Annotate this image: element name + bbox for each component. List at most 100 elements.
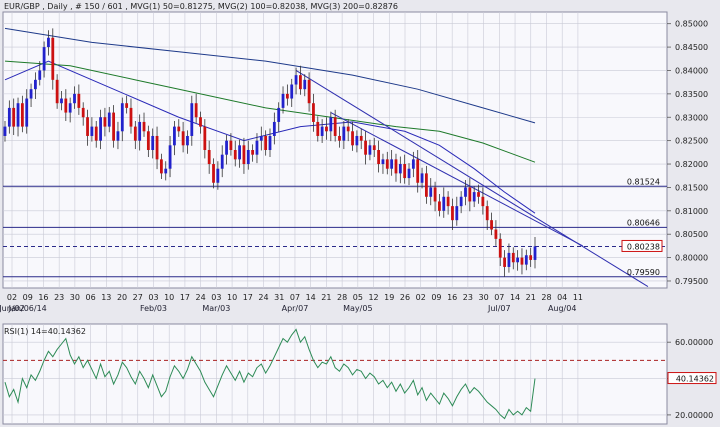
candle-body (81, 107, 85, 118)
candle-body (190, 103, 194, 136)
candle-body (133, 126, 137, 141)
date-tick-label: 04 (557, 293, 567, 302)
candle-body (477, 192, 480, 197)
candle-body (481, 196, 485, 207)
date-tick-label: 31 (274, 293, 284, 302)
candle-body (490, 220, 493, 230)
candle-body (385, 159, 389, 169)
price-tick-label: 0.81500 (675, 183, 708, 192)
candle-body (251, 150, 255, 155)
candle-body (86, 117, 89, 136)
ma200-line (4, 27, 536, 124)
candle-body (38, 70, 42, 80)
rsi-tick-label: 20.00000 (675, 411, 713, 420)
date-tick-label: 12 (368, 293, 378, 302)
candle-body (212, 164, 215, 183)
candle-body (164, 168, 168, 174)
candle-body (55, 79, 59, 104)
candle-body (259, 135, 263, 141)
candle-body (299, 75, 302, 90)
price-tick-label: 0.81000 (675, 207, 708, 216)
date-tick-label: 24 (258, 293, 268, 302)
date-tick-label: 24 (196, 293, 206, 302)
candle-body (503, 257, 506, 267)
candle-body (338, 135, 341, 141)
candle-body (446, 196, 450, 207)
candle-body (177, 126, 181, 132)
trendline (295, 70, 649, 288)
candle-body (90, 126, 94, 136)
candle-body (173, 126, 176, 146)
candle-body (429, 187, 433, 197)
candle-body (498, 238, 502, 258)
candle-body (407, 168, 411, 179)
date-tick-label: 21 (321, 293, 331, 302)
candle-body (307, 79, 311, 104)
candle-body (168, 145, 172, 169)
candle-body (129, 107, 133, 127)
candle-body (7, 107, 11, 127)
candle-body (155, 135, 159, 160)
date-tick-label: 21 (526, 293, 536, 302)
candle-body (533, 246, 537, 260)
candle-body (516, 257, 520, 263)
candle-body (398, 164, 402, 174)
candle-body (325, 126, 328, 132)
candle-body (329, 117, 333, 132)
date-tick-label: 28 (337, 293, 347, 302)
candle-body (455, 206, 459, 221)
date-tick-label: 23 (54, 293, 64, 302)
date-tick-label: 16 (38, 293, 48, 302)
candle-body (468, 187, 472, 202)
date-tick-label: 07 (290, 293, 300, 302)
candle-body (433, 187, 437, 202)
candle-body (290, 84, 294, 99)
date-tick-label: 16 (447, 293, 457, 302)
candle-body (424, 173, 428, 197)
candle-body (464, 187, 467, 197)
candle-body (225, 140, 228, 155)
candle-body (511, 252, 515, 263)
chart-header: EUR/GBP , Daily , # 150 / 601 , MVG(1) 5… (4, 2, 398, 11)
date-tick-label: 10 (227, 293, 237, 302)
date-tick-label: 07 (494, 293, 504, 302)
candle-body (403, 164, 407, 179)
candle-body (216, 168, 220, 183)
candle-body (194, 103, 198, 118)
candle-body (351, 131, 354, 146)
candle-body (47, 37, 50, 48)
date-tick-label: 05 (353, 293, 363, 302)
candle-body (494, 229, 498, 239)
candle-body (416, 159, 420, 183)
candle-body (281, 93, 285, 108)
candle-body (220, 154, 224, 169)
candle-body (12, 107, 16, 127)
candle-body (116, 131, 120, 141)
candle-body (277, 107, 281, 122)
candle-body (64, 98, 68, 113)
candle-body (285, 93, 289, 99)
candle-body (451, 206, 454, 221)
candle-body (125, 103, 129, 108)
candle-body (138, 121, 142, 141)
candle-body (520, 257, 524, 265)
date-tick-label: 28 (541, 293, 551, 302)
price-tick-label: 0.82000 (675, 160, 708, 169)
price-tick-label: 0.79500 (675, 277, 708, 286)
candle-body (181, 131, 185, 146)
month-tick-label: Feb/03 (140, 304, 167, 313)
candle-body (390, 159, 394, 169)
month-tick-label: Jul/07 (487, 304, 511, 313)
candle-body (34, 79, 37, 90)
candle-body (60, 98, 63, 104)
date-tick-label: 09 (431, 293, 441, 302)
candle-body (94, 126, 98, 141)
candle-body (199, 117, 202, 127)
price-level-label: 0.80238 (627, 242, 660, 251)
price-level-label: 0.80646 (627, 218, 660, 227)
candle-body (186, 135, 189, 146)
candle-body (229, 140, 233, 150)
candle-body (107, 112, 111, 127)
